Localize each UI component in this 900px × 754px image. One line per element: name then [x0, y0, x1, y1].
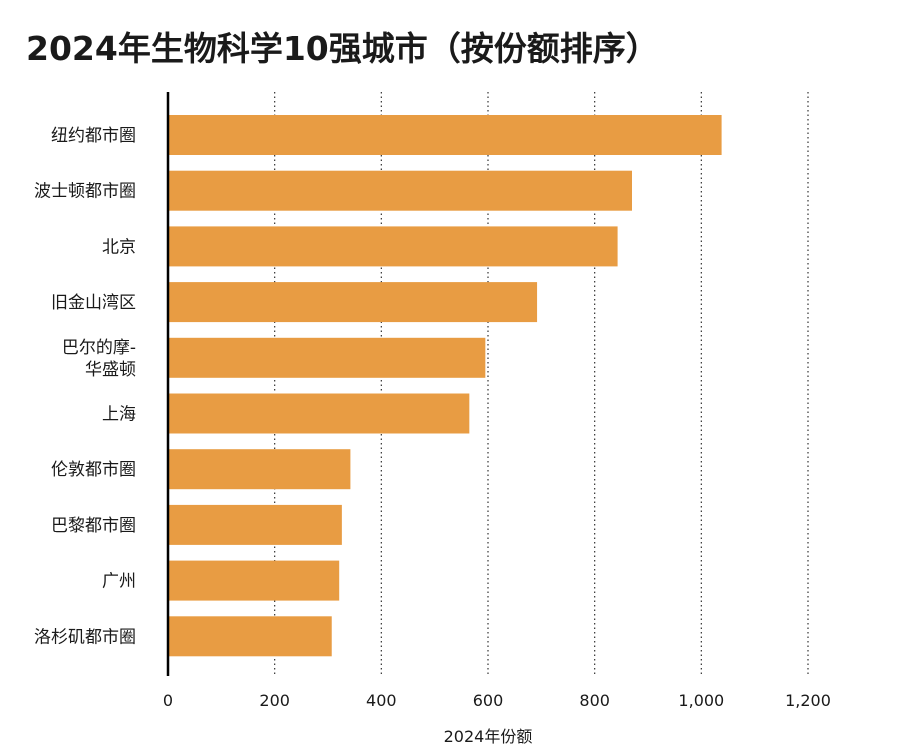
- bar: [168, 504, 342, 545]
- category-label: 广州: [102, 572, 136, 592]
- category-label: 旧金山湾区: [51, 293, 136, 313]
- bar: [168, 393, 470, 434]
- x-tick-label: 800: [579, 691, 610, 710]
- category-label: 巴尔的摩-: [62, 338, 136, 358]
- x-axis-title: 2024年份额: [444, 727, 533, 746]
- chart-title: 2024年生物科学10强城市（按份额排序）: [26, 29, 659, 68]
- bars: [168, 115, 722, 657]
- x-tick-label: 600: [473, 691, 504, 710]
- x-tick-label: 400: [366, 691, 397, 710]
- category-labels: 纽约都市圈波士顿都市圈北京旧金山湾区巴尔的摩-华盛顿上海伦敦都市圈巴黎都市圈广州…: [34, 126, 136, 647]
- category-label: 上海: [102, 405, 136, 425]
- category-label: 北京: [102, 237, 136, 257]
- bar: [168, 226, 618, 267]
- x-tick-label: 1,200: [785, 691, 831, 710]
- bar: [168, 560, 340, 601]
- bar: [168, 170, 632, 211]
- bar: [168, 115, 722, 155]
- category-label: 巴黎都市圈: [51, 516, 136, 536]
- category-label: 华盛顿: [85, 360, 136, 380]
- bar: [168, 616, 332, 657]
- x-tick-labels: 0 200 400 600 800 1,000 1,200: [163, 691, 831, 710]
- x-tick-label: 200: [259, 691, 290, 710]
- bar: [168, 337, 486, 378]
- category-label: 波士顿都市圈: [34, 182, 136, 202]
- category-label: 伦敦都市圈: [51, 460, 136, 480]
- bar: [168, 282, 538, 323]
- category-label: 纽约都市圈: [51, 126, 136, 146]
- category-label: 洛杉矶都市圈: [34, 627, 136, 647]
- x-tick-label: 1,000: [678, 691, 724, 710]
- x-tick-label: 0: [163, 691, 173, 710]
- bar: [168, 449, 351, 490]
